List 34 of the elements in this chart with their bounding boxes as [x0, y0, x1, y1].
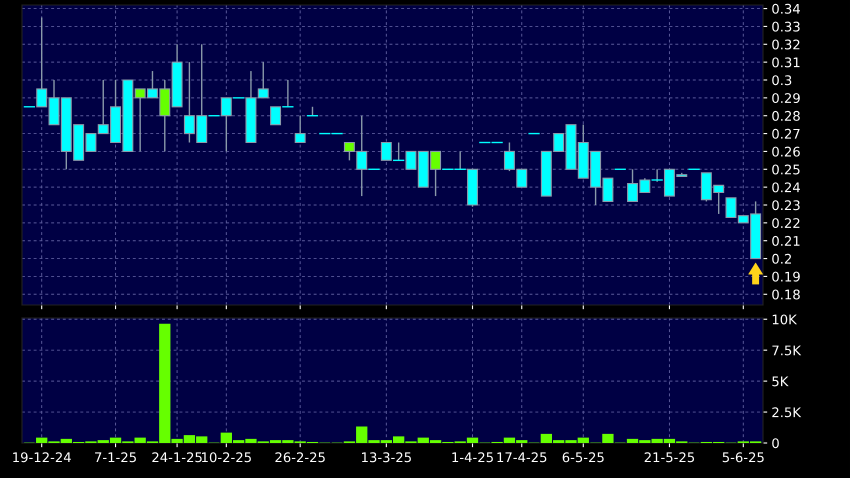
x-tick-label: 21-5-25 [644, 452, 694, 462]
y-tick-label: 0.26 [772, 146, 800, 157]
y-tick-label: 5K [772, 376, 789, 386]
x-tick-label: 6-5-25 [562, 452, 604, 462]
x-tick-label: 5-6-25 [722, 452, 764, 462]
candlestick [294, 115, 306, 144]
x-tick-label: 26-2-25 [275, 452, 325, 462]
y-tick-label: 0.29 [772, 93, 800, 104]
y-tick-label: 0.25 [772, 164, 800, 174]
x-tick-label: 1-4-25 [452, 452, 493, 462]
x-tick-label: 7-1-25 [95, 452, 136, 462]
y-tick-label: 0.31 [772, 57, 800, 68]
y-tick-label: 0 [772, 438, 779, 448]
y-tick-label: 0.21 [772, 236, 800, 246]
x-tick-label: 17-4-25 [497, 452, 546, 462]
y-tick-label: 0.3 [772, 75, 792, 86]
y-tick-label: 7.5K [772, 346, 802, 356]
x-tick-label: 10-2-25 [202, 452, 251, 462]
y-tick-label: 2.5K [772, 407, 802, 418]
y-tick-label: 0.28 [772, 110, 800, 121]
y-tick-label: 0.34 [772, 4, 800, 14]
x-tick-label: 24-1-25 [152, 452, 202, 462]
y-tick-label: 0.24 [772, 182, 800, 192]
y-tick-label: 0.19 [772, 272, 800, 282]
y-tick-label: 0.32 [772, 40, 800, 50]
y-tick-label: 0.22 [772, 218, 800, 228]
x-tick-label: 19-12-24 [13, 452, 71, 462]
y-tick-label: 10K [772, 314, 798, 324]
y-tick-label: 0.23 [772, 200, 800, 210]
x-tick-label: 13-3-25 [362, 452, 411, 462]
y-tick-label: 0.27 [772, 128, 800, 139]
y-tick-label: 0.18 [772, 290, 800, 300]
y-tick-label: 0.33 [772, 22, 800, 32]
y-tick-label: 0.2 [772, 254, 791, 264]
